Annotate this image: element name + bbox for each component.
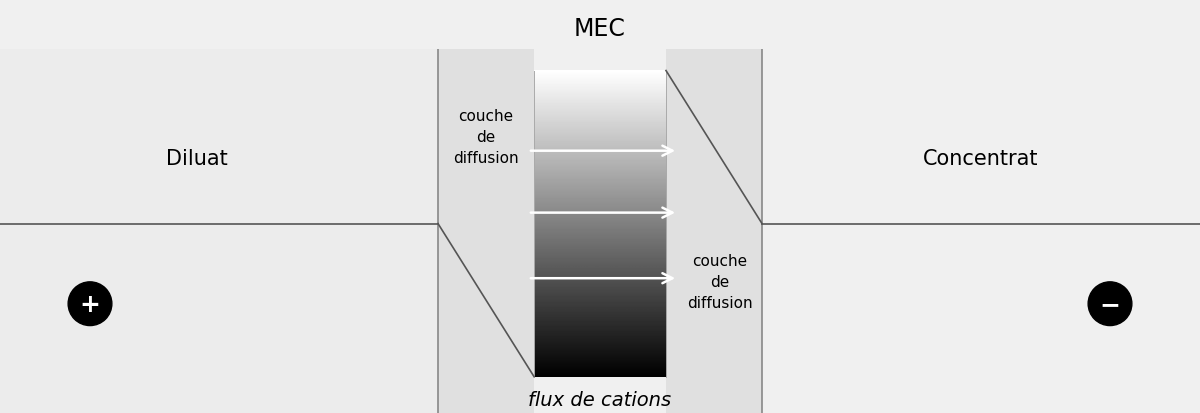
Bar bbox=[0, 50, 438, 413]
Text: MEC: MEC bbox=[574, 17, 626, 41]
Ellipse shape bbox=[68, 282, 112, 326]
Bar bbox=[438, 50, 534, 413]
Ellipse shape bbox=[1088, 282, 1132, 326]
Text: couche
de
diffusion: couche de diffusion bbox=[454, 108, 518, 165]
Bar bbox=[666, 50, 762, 413]
Text: Concentrat: Concentrat bbox=[923, 149, 1039, 169]
Text: Diluat: Diluat bbox=[167, 149, 228, 169]
Text: −: − bbox=[1099, 292, 1121, 316]
Bar bbox=[762, 50, 1200, 413]
Text: couche
de
diffusion: couche de diffusion bbox=[688, 254, 752, 311]
Text: flux de cations: flux de cations bbox=[528, 390, 672, 409]
Text: +: + bbox=[79, 292, 101, 316]
